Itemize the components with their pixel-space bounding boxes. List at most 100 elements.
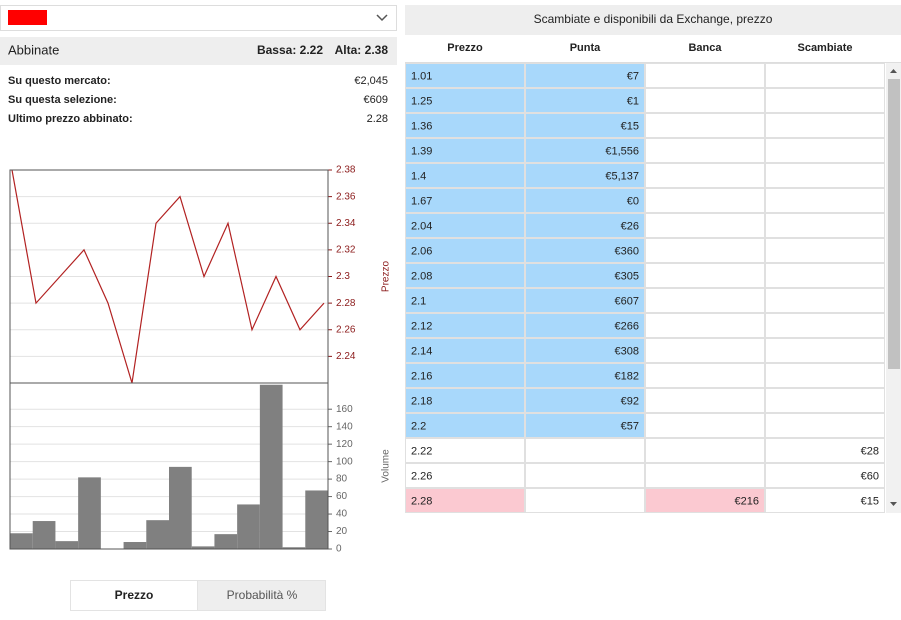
volume-bar [259, 384, 283, 549]
table-cell [645, 338, 765, 363]
volume-bar [55, 541, 79, 549]
table-cell [525, 313, 645, 338]
table-cell [765, 413, 885, 438]
table-cell [405, 138, 525, 163]
table-cell [645, 413, 765, 438]
column-header: Banca [688, 42, 722, 54]
cell-text: 2.18 [411, 395, 432, 407]
stat-value: €2,045 [354, 75, 388, 87]
table-title-bar [405, 5, 901, 35]
table-cell [645, 313, 765, 338]
table-cell [645, 488, 765, 513]
cell-text: €182 [615, 370, 639, 382]
volume-bar [78, 477, 101, 549]
table-cell [405, 413, 525, 438]
selection-dropdown[interactable] [0, 5, 397, 31]
y-axis-label: Volume [381, 449, 392, 483]
table-cell [525, 388, 645, 413]
table-cell [765, 63, 885, 88]
cell-text: €7 [627, 70, 639, 82]
volume-bar [10, 533, 33, 549]
volume-bar [146, 520, 169, 549]
table-cell [765, 313, 885, 338]
header-bar [0, 37, 397, 65]
cell-text: €0 [627, 195, 639, 207]
table-cell [645, 213, 765, 238]
y-tick-label: 2.34 [336, 218, 356, 229]
y-tick-label: 160 [336, 404, 353, 415]
table-cell [525, 463, 645, 488]
table-cell [645, 263, 765, 288]
table-cell [765, 438, 885, 463]
y-tick-label: 80 [336, 474, 348, 485]
stat-value: 2.28 [367, 113, 388, 125]
table-cell [765, 463, 885, 488]
header-low: Bassa: 2.22 [257, 43, 323, 57]
volume-bar [123, 542, 147, 549]
cell-text: €1 [627, 95, 639, 107]
table-cell [765, 113, 885, 138]
dropdown-chevron[interactable] [376, 14, 388, 22]
cell-text: 1.25 [411, 95, 432, 107]
price-line [11, 169, 325, 384]
cell-text: 2.08 [411, 270, 432, 282]
table-cell [405, 363, 525, 388]
table-cell [405, 238, 525, 263]
cell-text: 2.06 [411, 245, 432, 257]
table-cell [645, 88, 765, 113]
y-axis-label: Prezzo [381, 261, 392, 293]
table-cell [405, 213, 525, 238]
table-cell [645, 288, 765, 313]
y-tick-label: 2.38 [336, 165, 356, 176]
column-header: Scambiate [797, 42, 852, 54]
y-tick-label: 40 [336, 509, 348, 520]
table-cell [405, 388, 525, 413]
y-tick-label: 2.28 [336, 298, 356, 309]
y-tick-label: 2.24 [336, 351, 356, 362]
scroll-up[interactable] [890, 69, 897, 73]
scrollbar-thumb[interactable] [888, 79, 900, 369]
toggle-label[interactable]: Prezzo [115, 588, 154, 602]
cell-text: 2.28 [411, 495, 432, 507]
y-tick-label: 2.32 [336, 245, 356, 256]
table-cell [645, 138, 765, 163]
table-cell [525, 438, 645, 463]
cell-text: €15 [621, 120, 639, 132]
y-tick-label: 20 [336, 526, 348, 537]
stat-value: €609 [364, 94, 388, 106]
y-tick-label: 120 [336, 439, 353, 450]
volume-bar [237, 504, 260, 549]
table-cell [645, 163, 765, 188]
table-cell [525, 488, 645, 513]
cell-text: €5,137 [605, 170, 639, 182]
table-cell [525, 163, 645, 188]
cell-text: €607 [615, 295, 639, 307]
table-title: Scambiate e disponibili da Exchange, pre… [534, 12, 773, 26]
cell-text: €216 [735, 495, 759, 507]
y-tick-label: 2.36 [336, 191, 356, 202]
table-cell [765, 338, 885, 363]
toggle-probability[interactable] [197, 580, 326, 611]
table-cell [405, 288, 525, 313]
volume-bar [169, 466, 192, 549]
table-cell [525, 263, 645, 288]
redacted-selection [8, 10, 47, 25]
cell-text: €1,556 [605, 145, 639, 157]
cell-text: €92 [621, 395, 639, 407]
cell-text: 2.12 [411, 320, 432, 332]
cell-text: 2.22 [411, 445, 432, 457]
toggle-price[interactable] [70, 580, 198, 611]
volume-bar [282, 547, 306, 549]
volume-bar [305, 490, 328, 549]
toggle-label[interactable]: Probabilità % [227, 588, 298, 602]
table-cell [765, 238, 885, 263]
cell-text: 2.1 [411, 295, 426, 307]
table-cell [525, 288, 645, 313]
table-cell [765, 213, 885, 238]
scroll-down[interactable] [890, 502, 897, 506]
table-cell [405, 313, 525, 338]
cell-text: 2.2 [411, 420, 426, 432]
column-header: Prezzo [447, 42, 483, 54]
table-cell [525, 413, 645, 438]
table-cell [525, 88, 645, 113]
